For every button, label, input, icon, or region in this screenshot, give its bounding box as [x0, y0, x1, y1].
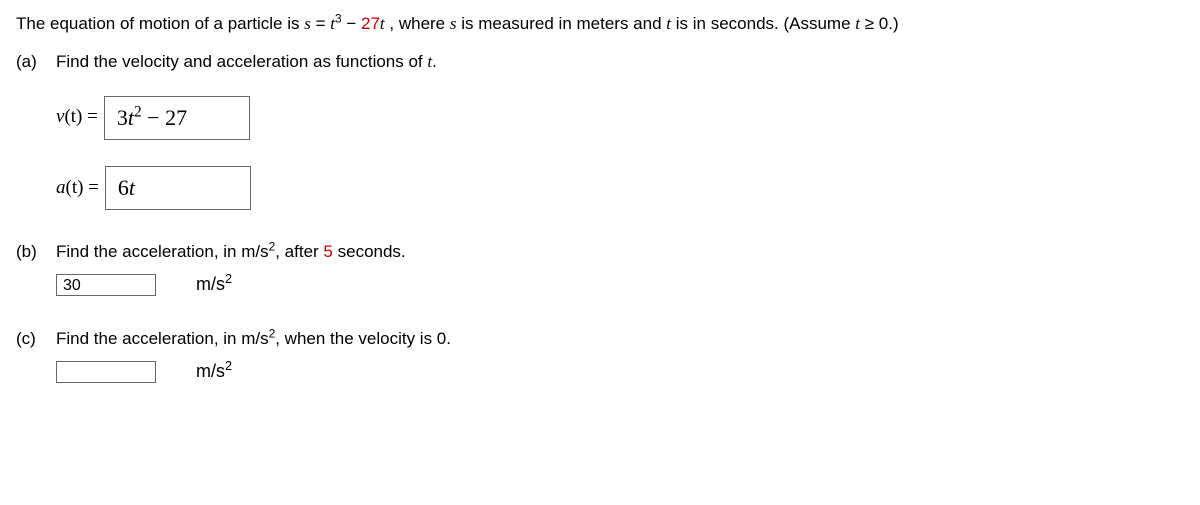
a-var: t	[129, 175, 135, 200]
s-var: s	[450, 14, 457, 33]
part-a-prompt: Find the velocity and acceleration as fu…	[56, 50, 1184, 74]
part-c-prompt: Find the acceleration, in m/s2, when the…	[56, 327, 1184, 351]
c-prompt1: Find the acceleration, in m/s	[56, 329, 269, 348]
b-unit: m/s2	[196, 272, 232, 297]
v-answer-box[interactable]: 3t2 − 27	[104, 96, 250, 140]
a-of-t-label: a(t) =	[56, 175, 99, 202]
c-answer-box[interactable]	[56, 361, 156, 383]
v-exp: 2	[134, 103, 142, 120]
b-unit-text: m/s	[196, 274, 225, 294]
part-a-prompt-text: Find the velocity and acceleration as fu…	[56, 52, 427, 71]
tail3: is in seconds. (Assume	[676, 14, 856, 33]
c-unit: m/s2	[196, 359, 232, 384]
part-a-label: (a)	[16, 50, 56, 74]
c-unit-text: m/s	[196, 361, 225, 381]
a-coeff: 6	[118, 175, 129, 200]
part-b-label: (b)	[16, 240, 56, 264]
eq-equals: =	[316, 14, 331, 33]
problem-statement: The equation of motion of a particle is …	[16, 12, 1184, 36]
b-prompt3: seconds.	[333, 242, 406, 261]
t-var: t	[666, 14, 671, 33]
assume-t: t	[855, 14, 860, 33]
b-answer-box[interactable]: 30	[56, 274, 156, 296]
v-of-t-label: v(t) =	[56, 104, 98, 131]
eq-s: s	[304, 14, 311, 33]
eq-t2: t	[380, 14, 385, 33]
eq-minus: −	[346, 14, 361, 33]
v-coeff: 3	[117, 105, 128, 130]
v-tail: − 27	[142, 105, 187, 130]
a-answer-box[interactable]: 6t	[105, 166, 251, 210]
c-unit-exp: 2	[225, 359, 232, 373]
b-seconds: 5	[323, 242, 332, 261]
b-prompt2: , after	[275, 242, 323, 261]
v-arg: (t) =	[64, 106, 97, 127]
tail1: , where	[389, 14, 449, 33]
part-a-prompt-end: .	[432, 52, 437, 71]
a-func: a	[56, 177, 66, 198]
assume-rel: ≥ 0.)	[865, 14, 899, 33]
tail2: is measured in meters and	[461, 14, 666, 33]
part-c-label: (c)	[16, 327, 56, 351]
lead-text: The equation of motion of a particle is	[16, 14, 304, 33]
c-prompt2: , when the velocity is 0.	[275, 329, 451, 348]
b-prompt1: Find the acceleration, in m/s	[56, 242, 269, 261]
b-unit-exp: 2	[225, 272, 232, 286]
eq-exp3: 3	[335, 11, 342, 25]
a-arg: (t) =	[66, 177, 99, 198]
eq-coeff: 27	[361, 14, 380, 33]
part-b-prompt: Find the acceleration, in m/s2, after 5 …	[56, 240, 1184, 264]
